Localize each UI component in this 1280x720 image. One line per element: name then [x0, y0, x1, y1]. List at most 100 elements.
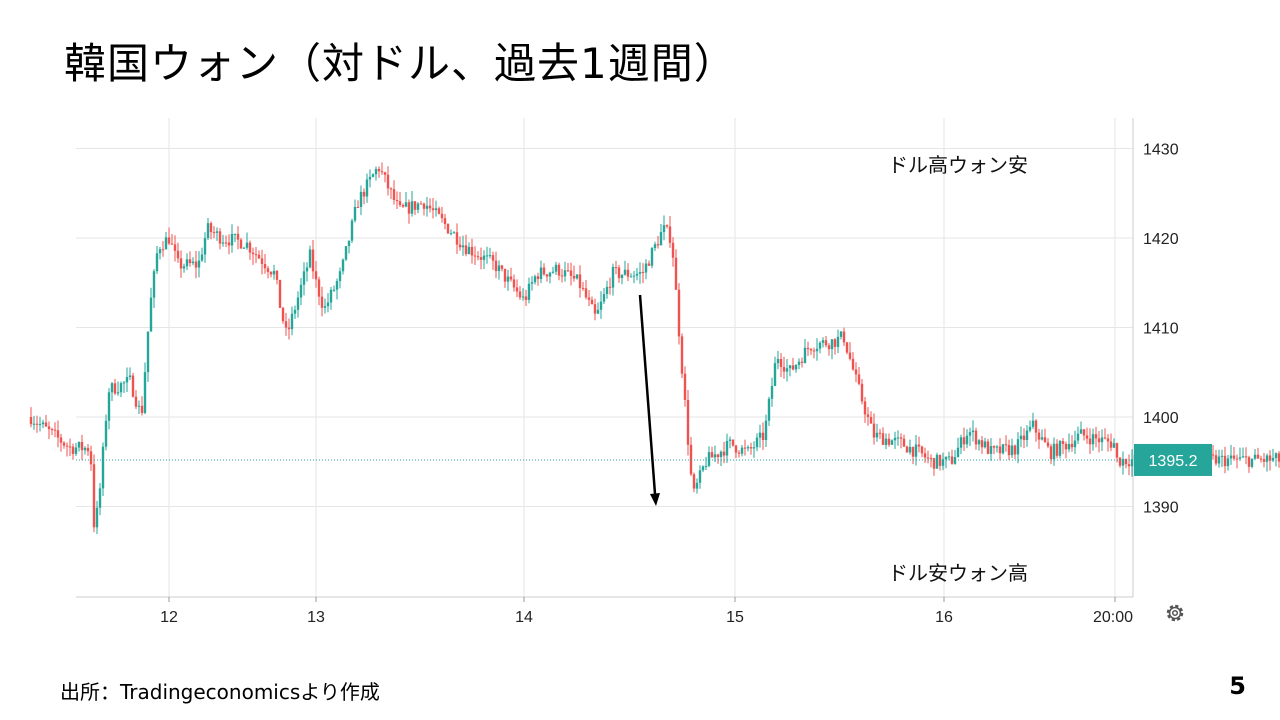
candle-body: [1070, 443, 1074, 448]
candle-body: [809, 349, 813, 351]
candle: [680, 333, 684, 379]
candle-body: [464, 245, 468, 255]
candle: [695, 478, 699, 494]
candle-body: [830, 339, 834, 350]
candle-body: [473, 255, 477, 257]
candle-body: [695, 482, 699, 489]
candle: [1118, 457, 1122, 468]
candle: [527, 277, 531, 304]
candle-body: [413, 201, 417, 210]
candle: [1265, 453, 1269, 472]
candle: [566, 262, 570, 272]
candle: [674, 249, 678, 290]
candle-body: [782, 367, 786, 372]
candle-body: [188, 259, 192, 264]
candle: [620, 274, 624, 285]
candle: [626, 263, 630, 282]
candle-body: [1031, 420, 1035, 427]
candle: [1004, 435, 1008, 452]
candle-body: [986, 441, 990, 454]
candle-body: [869, 416, 873, 424]
candle: [185, 253, 189, 271]
candle: [1031, 412, 1035, 430]
candle: [365, 173, 369, 203]
candle-body: [389, 188, 393, 190]
candle: [539, 260, 543, 284]
candle: [362, 188, 366, 205]
candle: [395, 191, 399, 209]
candle-body: [656, 244, 660, 246]
candle-body: [953, 457, 957, 464]
candle-body: [989, 446, 993, 454]
candle: [731, 439, 735, 447]
candle: [386, 166, 390, 196]
candle-body: [860, 383, 864, 402]
gear-icon[interactable]: [1166, 604, 1184, 622]
candle: [854, 362, 858, 383]
candle: [248, 240, 252, 260]
candle: [221, 234, 225, 247]
candle: [116, 381, 120, 396]
candle: [821, 337, 825, 348]
candle: [1127, 454, 1131, 476]
candle: [368, 169, 372, 188]
candle-body: [224, 242, 228, 244]
candle-body: [404, 202, 408, 207]
candle: [740, 444, 744, 457]
candle: [659, 223, 663, 246]
candle-body: [98, 488, 102, 508]
candle: [1232, 447, 1236, 461]
candle-body: [824, 340, 828, 346]
candle: [44, 415, 48, 427]
candle-body: [1241, 456, 1245, 458]
candle-body: [578, 274, 582, 288]
candle-body: [719, 451, 723, 458]
candle: [701, 465, 705, 473]
candle-body: [35, 423, 39, 425]
candle: [47, 421, 51, 439]
candle-body: [1220, 455, 1224, 457]
candle-body: [371, 174, 375, 177]
candle-body: [287, 327, 291, 330]
candle: [869, 411, 873, 424]
candle-body: [80, 441, 84, 451]
candle-body: [791, 365, 795, 370]
candle: [497, 260, 501, 280]
candle-body: [1229, 455, 1233, 459]
candle: [344, 246, 348, 262]
candle-body: [494, 260, 498, 272]
candle-body: [545, 274, 549, 277]
candle: [320, 286, 324, 317]
candle-body: [587, 297, 591, 300]
candle-body: [419, 203, 423, 205]
candle-body: [1265, 455, 1269, 462]
candle: [452, 230, 456, 234]
candle-body: [926, 457, 930, 459]
candle: [149, 287, 153, 332]
candle: [278, 279, 282, 308]
candle-body: [485, 255, 489, 257]
candle-body: [551, 271, 555, 273]
candle: [272, 264, 276, 280]
candle: [1115, 442, 1119, 463]
candle: [986, 438, 990, 455]
candle: [788, 364, 792, 377]
candle-body: [266, 268, 270, 272]
candle-body: [53, 429, 57, 431]
candle: [851, 352, 855, 371]
candle: [827, 342, 831, 356]
candle-body: [728, 439, 732, 441]
candle-body: [161, 249, 165, 251]
candle: [269, 271, 273, 278]
candle: [815, 338, 819, 361]
drop-arrow: [638, 294, 660, 506]
candle-body: [638, 272, 642, 274]
candle: [638, 262, 642, 284]
candle: [860, 379, 864, 405]
candle: [1220, 449, 1224, 468]
candle-body: [908, 446, 912, 453]
candle: [233, 233, 237, 243]
candle: [485, 246, 489, 264]
candle-body: [1268, 455, 1272, 461]
candle: [1262, 452, 1266, 468]
